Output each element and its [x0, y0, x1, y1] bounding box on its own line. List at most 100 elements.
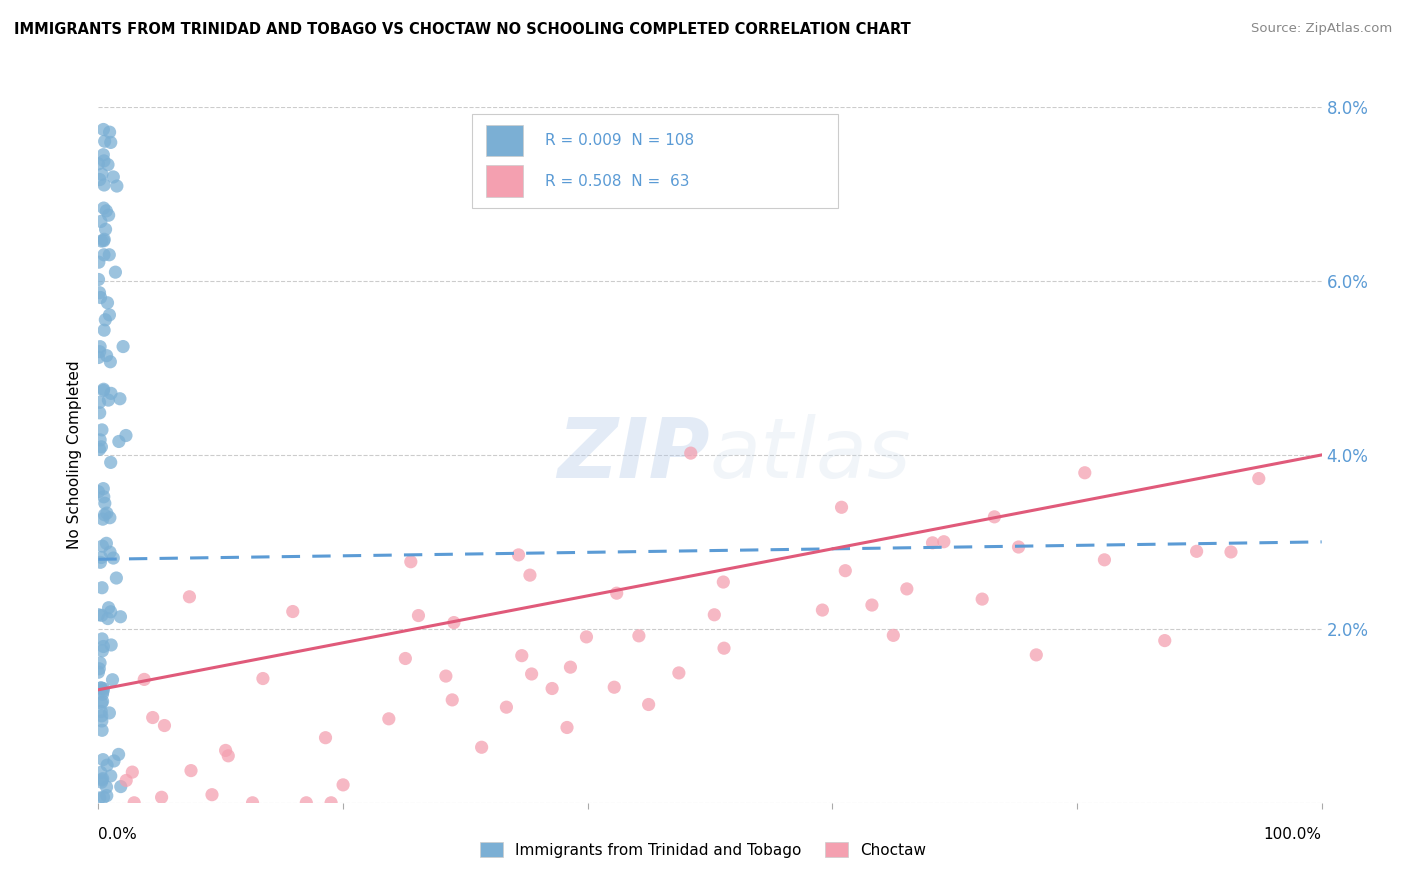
Point	[1007, 540, 1029, 554]
Point	[91, 723, 114, 738]
Legend: Immigrants from Trinidad and Tobago, Choctaw: Immigrants from Trinidad and Tobago, Cho…	[481, 842, 925, 857]
Point	[91, 694, 114, 708]
Point	[90, 765, 112, 780]
Point	[105, 179, 128, 194]
Point	[89, 344, 111, 359]
Text: IMMIGRANTS FROM TRINIDAD AND TOBAGO VS CHOCTAW NO SCHOOLING COMPLETED CORRELATIO: IMMIGRANTS FROM TRINIDAD AND TOBAGO VS C…	[14, 22, 911, 37]
Point	[100, 386, 122, 401]
Point	[98, 125, 121, 139]
Point	[87, 351, 110, 365]
Point	[90, 705, 112, 719]
Point	[89, 172, 111, 186]
Point	[108, 434, 131, 449]
Point	[98, 248, 121, 262]
Point	[96, 295, 118, 310]
Point	[860, 598, 883, 612]
Point	[121, 765, 143, 780]
Point	[87, 607, 110, 622]
Point	[319, 796, 342, 810]
Point	[103, 754, 125, 768]
Point	[103, 169, 125, 184]
Point	[93, 508, 115, 522]
Point	[252, 672, 274, 686]
Text: 0.0%: 0.0%	[98, 827, 138, 841]
Point	[104, 265, 127, 279]
Point	[90, 681, 112, 695]
Point	[637, 698, 659, 712]
Point	[91, 147, 114, 161]
Point	[555, 721, 578, 735]
Point	[150, 790, 173, 805]
Point	[100, 638, 122, 652]
Point	[90, 550, 112, 565]
Point	[443, 615, 465, 630]
Point	[91, 644, 114, 658]
Point	[122, 796, 145, 810]
Point	[295, 796, 318, 810]
Point	[134, 673, 156, 687]
Point	[93, 234, 115, 248]
Point	[98, 706, 121, 720]
Point	[97, 393, 120, 408]
Point	[91, 581, 114, 595]
Point	[408, 608, 430, 623]
Point	[281, 605, 304, 619]
Point	[108, 392, 131, 406]
Point	[93, 122, 115, 136]
Point	[1185, 544, 1208, 558]
Point	[1094, 553, 1116, 567]
Point	[96, 349, 118, 363]
Point	[93, 153, 115, 168]
Point	[713, 641, 735, 656]
Point	[93, 178, 115, 192]
Point	[89, 395, 111, 409]
Point	[703, 607, 725, 622]
Point	[87, 157, 110, 171]
Y-axis label: No Schooling Completed: No Schooling Completed	[67, 360, 83, 549]
Point	[89, 340, 111, 354]
Point	[1153, 633, 1175, 648]
Point	[471, 740, 494, 755]
Point	[97, 600, 120, 615]
Point	[668, 665, 690, 680]
Point	[93, 323, 115, 337]
Text: Source: ZipAtlas.com: Source: ZipAtlas.com	[1251, 22, 1392, 36]
Point	[100, 455, 122, 469]
Point	[972, 592, 994, 607]
Point	[560, 660, 582, 674]
Point	[98, 545, 121, 559]
Point	[399, 555, 422, 569]
Point	[93, 681, 115, 696]
Point	[541, 681, 564, 696]
Point	[90, 234, 112, 248]
Text: 100.0%: 100.0%	[1264, 827, 1322, 841]
Point	[214, 743, 236, 757]
Point	[142, 710, 165, 724]
Point	[91, 753, 114, 767]
Point	[96, 536, 118, 550]
Point	[434, 669, 457, 683]
Point	[89, 791, 111, 805]
Point	[90, 214, 112, 228]
Point	[90, 696, 112, 710]
Point	[94, 312, 117, 326]
Point	[332, 778, 354, 792]
Point	[201, 788, 224, 802]
Point	[97, 208, 120, 222]
Point	[495, 700, 517, 714]
Point	[831, 500, 853, 515]
Point	[100, 769, 122, 783]
Point	[98, 355, 121, 369]
Point	[603, 680, 626, 694]
Point	[315, 731, 337, 745]
Point	[89, 662, 111, 676]
Point	[90, 681, 112, 695]
Point	[93, 382, 115, 396]
Point	[983, 509, 1005, 524]
Point	[96, 506, 118, 520]
Point	[93, 201, 115, 215]
Point	[882, 628, 904, 642]
Point	[87, 665, 110, 680]
Point	[93, 490, 115, 504]
Text: atlas: atlas	[710, 415, 911, 495]
